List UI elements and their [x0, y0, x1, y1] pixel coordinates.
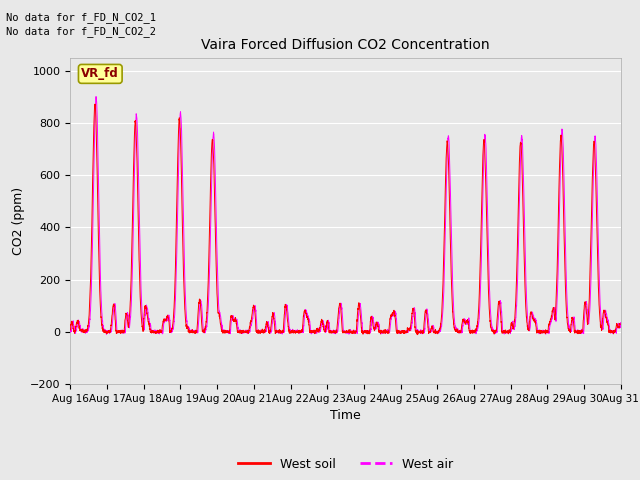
Text: No data for f_FD_N_CO2_2: No data for f_FD_N_CO2_2	[6, 26, 156, 37]
X-axis label: Time: Time	[330, 409, 361, 422]
Y-axis label: CO2 (ppm): CO2 (ppm)	[12, 187, 24, 255]
Text: No data for f_FD_N_CO2_1: No data for f_FD_N_CO2_1	[6, 12, 156, 23]
Legend: West soil, West air: West soil, West air	[234, 453, 458, 476]
Text: VR_fd: VR_fd	[81, 67, 119, 80]
Title: Vaira Forced Diffusion CO2 Concentration: Vaira Forced Diffusion CO2 Concentration	[202, 38, 490, 52]
